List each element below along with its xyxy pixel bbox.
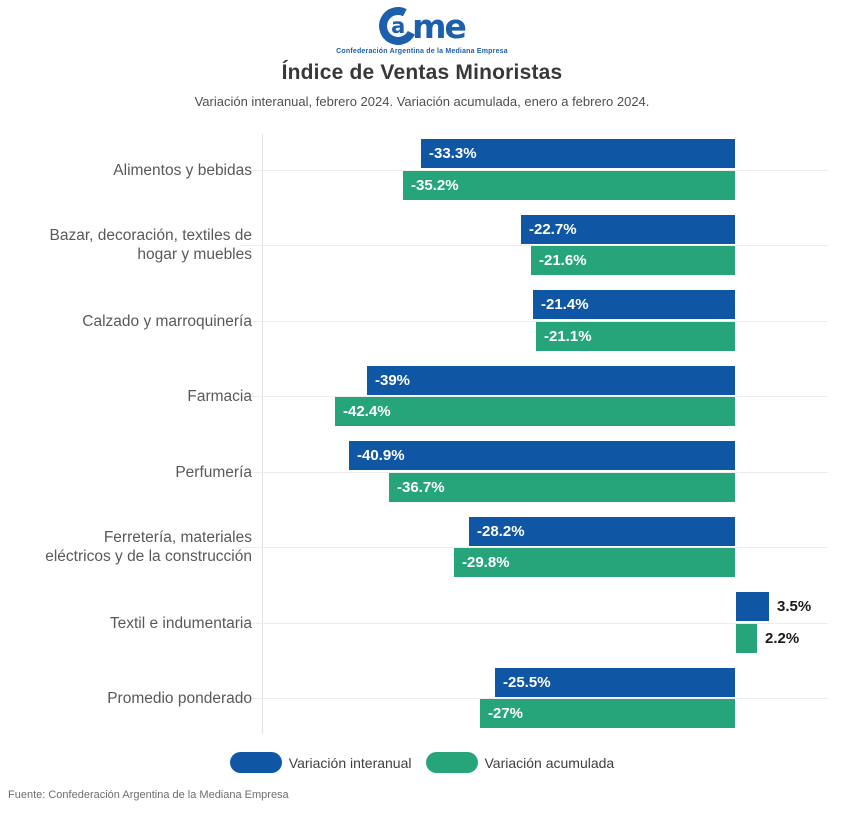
gridline [240, 547, 828, 548]
legend-swatch-acumulada-icon [425, 752, 478, 773]
legend-item-interanual: Variación interanual [229, 752, 412, 773]
bar-interanual: -40.9% [349, 441, 735, 470]
category-label: Perfumería [175, 463, 252, 481]
bar-acumulada: -42.4% [335, 397, 735, 426]
legend-item-acumulada: Variación acumulada [425, 752, 615, 773]
bar-value-label: -40.9% [357, 447, 405, 464]
bar-interanual: -22.7% [521, 215, 735, 244]
gridline [240, 472, 828, 473]
category-label: Alimentos y bebidas [113, 161, 252, 179]
bar-acumulada [736, 624, 757, 653]
legend-label-acumulada: Variación acumulada [484, 754, 615, 771]
gridline [240, 170, 828, 171]
bar-acumulada: -35.2% [403, 171, 735, 200]
gridline [240, 245, 828, 246]
bar-value-label: -39% [375, 372, 411, 389]
category-label: Promedio ponderado [107, 689, 252, 707]
bar-value-label: -21.4% [541, 296, 589, 313]
bar-value-label: -21.1% [544, 328, 592, 345]
bar-value-label: -35.2% [411, 177, 459, 194]
bar-value-label: -42.4% [343, 403, 391, 420]
bar-value-label: -21.6% [539, 252, 587, 269]
bar-acumulada: -21.1% [536, 322, 735, 351]
bar-value-label: -28.2% [477, 523, 525, 540]
bar-acumulada: -29.8% [454, 548, 735, 577]
came-logo: a me Confederación Argentina de la Media… [0, 2, 844, 55]
legend-label-interanual: Variación interanual [288, 754, 412, 771]
came-logo-letter-a: a [391, 13, 406, 38]
source-note: Fuente: Confederación Argentina de la Me… [8, 789, 289, 801]
bar-interanual: -39% [367, 366, 735, 395]
bar-value-label: -22.7% [529, 221, 577, 238]
bar-value-label: -25.5% [503, 674, 551, 691]
category-label: Farmacia [187, 387, 252, 405]
came-logo-tagline: Confederación Argentina de la Mediana Em… [336, 48, 508, 55]
bar-interanual [736, 592, 769, 621]
bar-interanual: -28.2% [469, 517, 735, 546]
y-axis-line [262, 134, 263, 734]
gridline [240, 321, 828, 322]
gridline [240, 698, 828, 699]
plot-area: -33.3% -35.2% -22.7% -21.6% -21.4% -21.1% -39%… [262, 130, 844, 745]
bar-value-label: -33.3% [429, 145, 477, 162]
bar-acumulada: -21.6% [531, 246, 735, 275]
bar-value-label: -36.7% [397, 479, 445, 496]
bar-interanual: -33.3% [421, 139, 735, 168]
bar-value-label: -27% [488, 705, 524, 722]
came-logo-wordmark: a me [0, 2, 844, 50]
gridline [240, 623, 828, 624]
category-label: Calzado y marroquinería [82, 312, 252, 330]
legend-swatch-interanual-icon [229, 752, 282, 773]
category-label: Ferretería, materiales eléctricos y de la… [45, 529, 252, 565]
chart-legend: Variación interanual Variación acumulada [0, 752, 844, 773]
bar-interanual: -21.4% [533, 290, 735, 319]
page-title: Índice de Ventas Minoristas [281, 61, 563, 84]
category-label: Textil e indumentaria [109, 614, 252, 632]
bar-value-label: 3.5% [777, 598, 812, 615]
bar-interanual: -25.5% [495, 668, 735, 697]
bar-acumulada: -27% [480, 699, 735, 728]
bar-chart: Alimentos y bebidas Bazar, decoración, te… [0, 130, 844, 745]
category-label: Bazar, decoración, textiles de hogar y mu… [49, 227, 252, 263]
bar-acumulada: -36.7% [389, 473, 735, 502]
gridline [240, 396, 828, 397]
bar-value-label: 2.2% [765, 630, 800, 647]
bar-value-label: -29.8% [462, 554, 510, 571]
came-logo-letters-me: me [412, 6, 467, 46]
page-subtitle: Variación interanual, febrero 2024. Vari… [194, 94, 650, 109]
